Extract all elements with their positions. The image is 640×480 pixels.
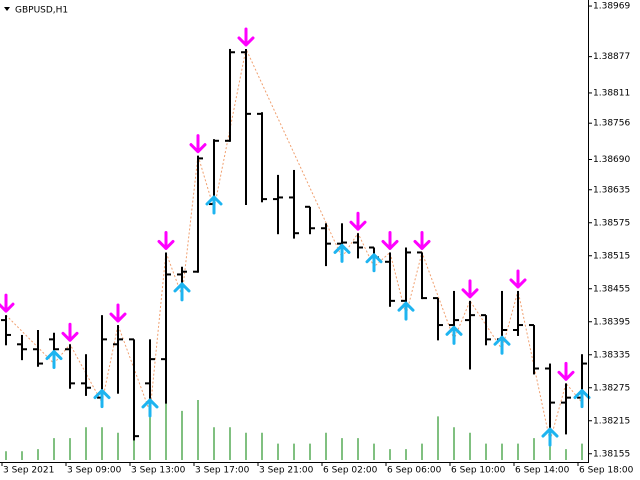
y-tick-label: 1.38690 — [593, 155, 630, 165]
y-tick-label: 1.38455 — [593, 284, 630, 294]
y-tick-label: 1.38275 — [593, 383, 630, 393]
sell-arrow — [237, 27, 255, 47]
buy-arrow — [205, 195, 223, 215]
buy-arrow — [45, 350, 63, 370]
sell-arrow — [349, 211, 367, 231]
sell-arrow — [461, 279, 479, 299]
x-tick-label: 3 Sep 2021 — [3, 466, 54, 476]
sell-arrow — [413, 230, 431, 250]
y-tick-label: 1.38515 — [593, 251, 630, 261]
sell-arrow — [381, 230, 399, 250]
x-tick-label: 6 Sep 18:00 — [579, 466, 634, 476]
y-tick-label: 1.38155 — [593, 449, 630, 459]
menu-triangle[interactable] — [4, 7, 10, 11]
sell-arrow — [109, 303, 127, 323]
y-tick-label: 1.38811 — [593, 88, 630, 98]
buy-arrow — [333, 243, 351, 263]
buy-arrow — [493, 335, 511, 355]
plot-area — [0, 27, 591, 460]
x-tick-label: 3 Sep 17:00 — [195, 466, 250, 476]
x-tick-label: 3 Sep 21:00 — [259, 466, 314, 476]
buy-arrow — [541, 427, 559, 447]
buy-arrow — [397, 301, 415, 321]
y-tick-label: 1.38969 — [593, 2, 630, 12]
x-tick-label: 6 Sep 14:00 — [515, 466, 570, 476]
sell-arrow — [157, 230, 175, 250]
y-tick-label: 1.38575 — [593, 218, 630, 228]
buy-arrow — [141, 398, 159, 418]
x-tick-label: 6 Sep 02:00 — [323, 466, 378, 476]
sell-arrow — [0, 293, 15, 313]
y-tick-label: 1.38756 — [593, 119, 630, 129]
y-tick-label: 1.38335 — [593, 350, 630, 360]
x-tick-label: 6 Sep 10:00 — [451, 466, 506, 476]
buy-arrow — [365, 253, 383, 273]
x-tick-label: 3 Sep 13:00 — [131, 466, 186, 476]
chart-title: GBPUSD,H1 — [15, 6, 68, 16]
buy-arrow — [573, 389, 591, 409]
y-tick-label: 1.38215 — [593, 416, 630, 426]
x-tick-label: 3 Sep 09:00 — [67, 466, 122, 476]
buy-arrow — [445, 325, 463, 345]
buy-arrow — [173, 282, 191, 302]
sell-arrow — [557, 361, 575, 381]
y-tick-label: 1.38877 — [593, 52, 630, 62]
buy-arrow — [93, 389, 111, 409]
sell-arrow — [509, 269, 527, 289]
x-tick-label: 6 Sep 06:00 — [387, 466, 442, 476]
zigzag-line — [5, 47, 583, 442]
sell-arrow — [189, 134, 207, 154]
y-tick-label: 1.38395 — [593, 317, 630, 327]
sell-arrow — [61, 322, 79, 342]
y-tick-label: 1.38635 — [593, 185, 630, 195]
